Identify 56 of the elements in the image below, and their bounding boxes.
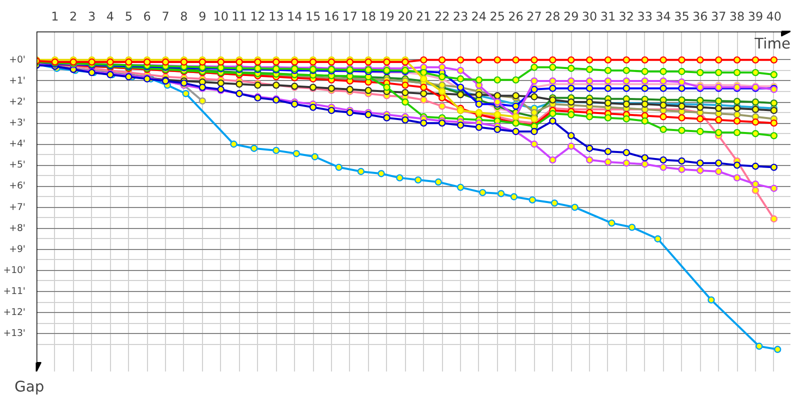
y-tick-label: +12' xyxy=(3,307,26,318)
x-tick-label: 19 xyxy=(379,10,394,24)
x-tick-label: 31 xyxy=(600,10,616,24)
x-tick-label: 17 xyxy=(342,10,358,24)
x-tick-label: 22 xyxy=(434,10,450,24)
y-tick-label: +4' xyxy=(9,138,26,150)
x-tick-label: 26 xyxy=(508,10,524,24)
x-tick-label: 7 xyxy=(162,10,170,24)
x-tick-label: 4 xyxy=(106,10,114,24)
x-tick-label: 14 xyxy=(286,10,302,24)
y-tick-label: +7' xyxy=(9,202,26,213)
x-tick-label: 16 xyxy=(324,10,340,24)
x-tick-label: 6 xyxy=(143,10,151,24)
x-tick-label: 12 xyxy=(250,10,266,24)
y-tick-label: +9' xyxy=(9,244,26,255)
x-tick-label: 10 xyxy=(213,10,228,24)
x-tick-label: 29 xyxy=(563,10,579,24)
x-tick-label: 9 xyxy=(198,10,206,24)
x-tick-label: 1 xyxy=(51,10,59,24)
y-tick-label: +6' xyxy=(9,180,26,192)
x-tick-label: 35 xyxy=(674,10,690,24)
x-tick-label: 37 xyxy=(710,10,726,24)
y-tick-label: +10' xyxy=(3,264,26,276)
x-tick-label: 5 xyxy=(124,10,132,24)
y-tick-label: +3' xyxy=(9,118,26,129)
x-tick-label: 18 xyxy=(360,10,376,24)
x-tick-label: 2 xyxy=(70,10,78,24)
y-tick-label: +0' xyxy=(9,54,26,66)
x-tick-label: 27 xyxy=(526,10,542,24)
x-tick-label: 30 xyxy=(582,10,598,24)
x-tick-label: 28 xyxy=(545,10,560,24)
y-tick-label: +13' xyxy=(3,328,26,340)
x-tick-label: 39 xyxy=(748,10,764,24)
y-tick-label: +2' xyxy=(9,96,26,108)
x-axis-title: Time xyxy=(754,36,791,52)
x-tick-label: 32 xyxy=(618,10,634,24)
x-tick-label: 8 xyxy=(180,10,188,24)
y-tick-label: +1' xyxy=(9,75,26,86)
x-tick-label: 38 xyxy=(729,10,745,24)
x-tick-label: 3 xyxy=(88,10,96,24)
x-tick-label: 33 xyxy=(637,10,653,24)
x-tick-label: 11 xyxy=(232,10,247,24)
x-tick-label: 23 xyxy=(452,10,468,24)
x-tick-label: 25 xyxy=(490,10,506,24)
x-tick-label: 40 xyxy=(766,10,782,24)
y-tick-label: +11' xyxy=(3,286,26,297)
x-tick-label: 13 xyxy=(268,10,284,24)
x-tick-label: 20 xyxy=(398,10,413,24)
y-axis-title: Gap xyxy=(14,378,44,396)
x-tick-label: 24 xyxy=(471,10,487,24)
x-tick-label: 34 xyxy=(656,10,671,24)
y-tick-label: +5' xyxy=(9,160,26,171)
x-tick-label: 15 xyxy=(305,10,321,24)
x-tick-label: 21 xyxy=(416,10,432,24)
x-tick-label: 36 xyxy=(692,10,708,24)
y-tick-label: +8' xyxy=(9,222,26,234)
